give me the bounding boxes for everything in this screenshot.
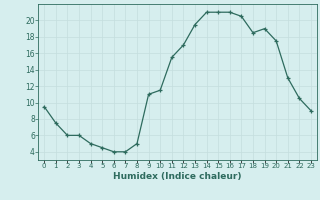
X-axis label: Humidex (Indice chaleur): Humidex (Indice chaleur) [113,172,242,181]
